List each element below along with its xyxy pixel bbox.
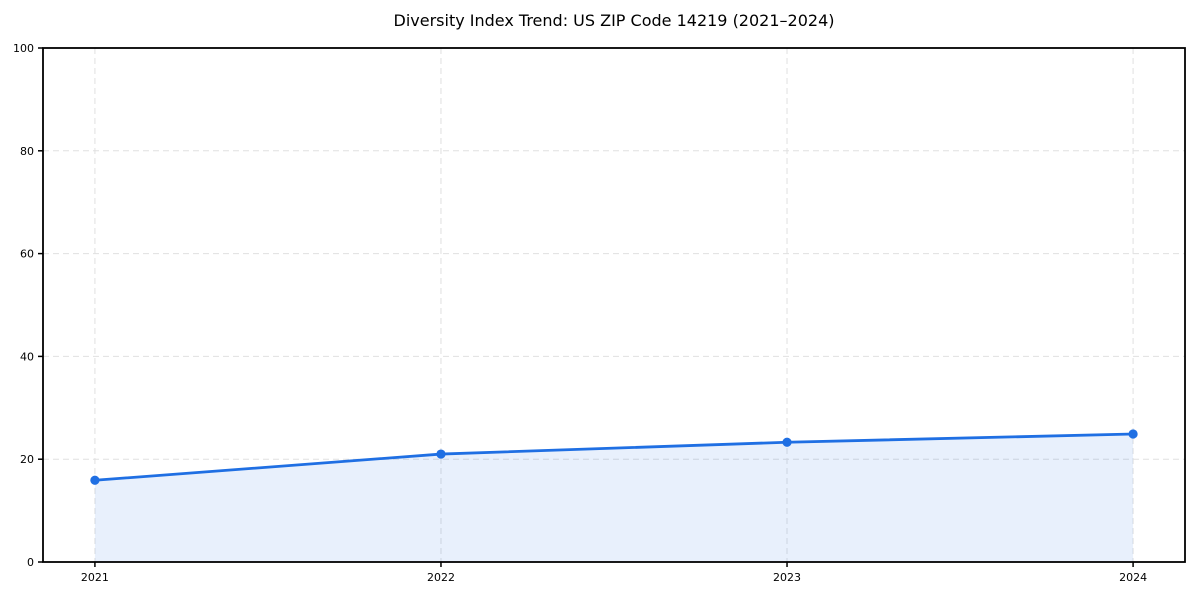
area-fill: [94, 434, 1134, 562]
data-point-2024: [1128, 429, 1138, 439]
y-tick-label-0: 0: [27, 556, 34, 569]
y-tick-label-20: 20: [20, 453, 34, 466]
x-tick-label-2022: 2022: [427, 571, 455, 584]
y-tick-label-100: 100: [13, 42, 34, 55]
data-point-2023: [782, 437, 792, 447]
data-point-2022: [436, 449, 446, 459]
y-tick-label-80: 80: [20, 145, 34, 158]
data-point-2021: [90, 475, 100, 485]
y-tick-label-40: 40: [20, 350, 34, 363]
x-tick-label-2024: 2024: [1119, 571, 1147, 584]
x-tick-label-2021: 2021: [81, 571, 109, 584]
y-tick-label-60: 60: [20, 248, 34, 261]
trend-line: [93, 432, 1135, 482]
chart-title: Diversity Index Trend: US ZIP Code 14219…: [393, 11, 835, 30]
plot-border: [42, 47, 1186, 563]
x-tick-label-2023: 2023: [773, 571, 801, 584]
